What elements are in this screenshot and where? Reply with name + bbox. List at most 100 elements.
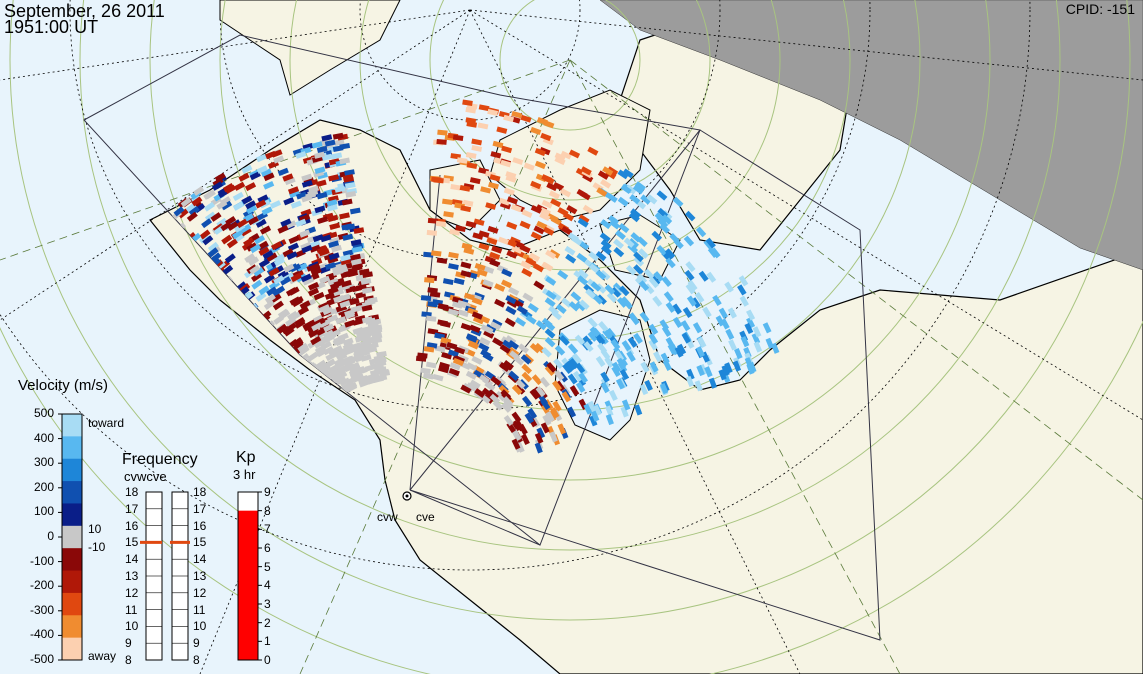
velocity-tick-label: 400	[33, 430, 54, 445]
velocity-cell	[522, 292, 534, 303]
velocity-cell	[545, 249, 557, 260]
velocity-cell	[732, 360, 742, 372]
velocity-cell	[427, 287, 438, 294]
velocity-cell	[534, 160, 547, 170]
velocity-cell	[478, 230, 490, 239]
velocity-cell	[487, 225, 499, 234]
velocity-cell	[346, 383, 358, 393]
velocity-cell	[620, 184, 632, 195]
velocity-cell	[490, 151, 502, 159]
velocity-cell	[610, 338, 621, 351]
velocity-cell	[500, 159, 512, 168]
kp-tick-label: 8	[264, 503, 271, 518]
velocity-cell	[369, 368, 381, 377]
velocity-cell	[535, 386, 546, 398]
velocity-cell	[353, 227, 365, 234]
velocity-cell	[494, 283, 506, 292]
frequency-tick-label-left: 8	[125, 653, 132, 667]
velocity-cell	[570, 291, 582, 302]
velocity-cell	[765, 337, 774, 349]
velocity-cell	[262, 250, 274, 260]
velocity-cell	[420, 295, 432, 302]
velocity-cell	[695, 226, 707, 238]
velocity-cell	[236, 218, 248, 229]
velocity-cell	[249, 243, 262, 254]
velocity-cell	[311, 141, 323, 149]
velocity-cell	[227, 221, 239, 231]
velocity-color-swatch	[62, 548, 82, 572]
velocity-cell	[204, 189, 216, 200]
kp-bar	[237, 491, 262, 661]
velocity-cell	[663, 291, 674, 303]
velocity-cell	[467, 340, 479, 350]
velocity-cell	[446, 341, 458, 350]
velocity-cell	[203, 201, 216, 212]
velocity-cell	[489, 174, 501, 182]
velocity-cell	[483, 329, 495, 339]
velocity-cell	[226, 238, 238, 249]
velocity-cell	[286, 251, 298, 261]
velocity-color-swatch	[62, 458, 82, 482]
velocity-cell	[521, 371, 533, 383]
velocity-cell	[283, 326, 295, 337]
velocity-cell	[310, 267, 322, 276]
velocity-cell	[266, 286, 278, 297]
velocity-cell	[474, 388, 486, 398]
velocity-cell	[222, 264, 234, 276]
velocity-cell	[248, 256, 260, 267]
velocity-cell	[512, 157, 524, 165]
velocity-cell	[296, 262, 308, 272]
velocity-cell	[234, 181, 246, 191]
velocity-cell	[342, 233, 354, 241]
velocity-cell	[344, 309, 356, 317]
velocity-cell	[361, 304, 373, 312]
velocity-cell	[696, 346, 705, 358]
frequency-tick-label-right: 14	[193, 552, 207, 567]
velocity-cell	[660, 352, 670, 364]
velocity-cell	[376, 374, 388, 382]
velocity-cell	[340, 254, 351, 262]
velocity-cell	[597, 342, 608, 354]
velocity-cell	[578, 299, 590, 310]
velocity-cell	[686, 368, 695, 380]
velocity-cell	[314, 166, 326, 174]
velocity-cell	[534, 432, 544, 444]
velocity-cell	[466, 162, 478, 170]
velocity-cell	[572, 370, 583, 382]
velocity-cell	[366, 346, 378, 354]
velocity-cell	[430, 250, 442, 257]
velocity-cell	[548, 190, 561, 200]
velocity-cell	[322, 346, 335, 356]
velocity-cell	[323, 359, 335, 369]
velocity-cell	[255, 218, 267, 228]
velocity-cell	[620, 406, 629, 418]
frequency-tick-label-left: 13	[125, 569, 139, 583]
velocity-cell	[344, 319, 356, 328]
velocity-cell	[488, 181, 499, 190]
velocity-cell	[501, 145, 513, 154]
velocity-cell	[287, 186, 300, 195]
velocity-cell	[308, 328, 320, 339]
velocity-cell	[437, 129, 448, 136]
velocity-cell	[466, 362, 478, 372]
velocity-cell	[221, 200, 233, 211]
velocity-cell	[241, 195, 253, 205]
velocity-cell	[672, 196, 684, 208]
velocity-cell	[448, 263, 459, 270]
frequency-tick-label-right: 9	[193, 636, 200, 651]
velocity-cell	[465, 220, 477, 228]
velocity-cell	[349, 367, 361, 377]
velocity-cell	[299, 229, 311, 238]
velocity-color-swatch	[62, 615, 82, 639]
velocity-cell	[628, 211, 640, 223]
velocity-cell	[674, 346, 684, 358]
velocity-cell	[492, 140, 504, 149]
velocity-cell	[347, 355, 359, 364]
velocity-cell	[199, 229, 211, 240]
velocity-cell	[469, 379, 481, 390]
velocity-cell	[629, 314, 640, 326]
velocity-cell	[352, 373, 364, 382]
velocity-cell	[312, 234, 324, 243]
velocity-cell	[539, 376, 550, 388]
velocity-cell	[301, 179, 313, 188]
